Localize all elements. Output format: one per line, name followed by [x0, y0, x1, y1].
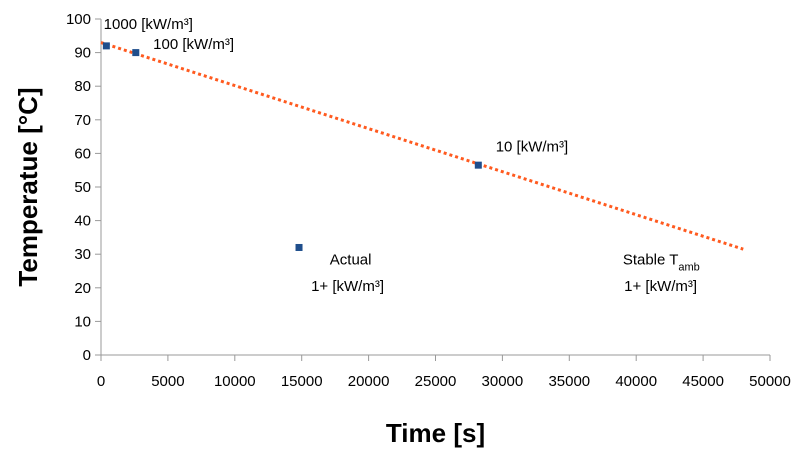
annotation-label: 1000 [kW/m³]	[104, 16, 193, 33]
y-tick-label: 100	[66, 11, 91, 28]
x-tick-label: 15000	[281, 373, 323, 390]
axes: 0 10 20 30 40 50 60 70 80 90 100 0 5000 10000 15000 200…	[66, 11, 791, 390]
data-point	[295, 243, 303, 251]
y-tick-label: 90	[74, 45, 91, 62]
trendline-line	[100, 41, 744, 251]
x-tick-label: 30000	[482, 373, 524, 390]
x-tick-label: 35000	[548, 373, 590, 390]
x-tick-label: 45000	[682, 373, 724, 390]
y-tick-label: 10	[74, 313, 91, 330]
annotation-label: 1+ [kW/m³]	[624, 278, 697, 295]
x-tick-label: 20000	[348, 373, 390, 390]
data-points	[102, 42, 482, 251]
data-point	[474, 161, 482, 169]
annotation-subscript: amb	[678, 261, 699, 273]
annotations: 1000 [kW/m³] 100 [kW/m³] 10 [kW/m³] Actual 1…	[104, 16, 700, 295]
y-tick-label: 0	[83, 347, 91, 364]
trendline	[100, 41, 744, 251]
x-tick-label: 40000	[615, 373, 657, 390]
y-tick-label: 80	[74, 78, 91, 95]
annotation-label: Actual	[330, 251, 372, 268]
x-tick-label: 10000	[214, 373, 256, 390]
y-tick-label: 30	[74, 246, 91, 263]
x-tick-label: 25000	[415, 373, 457, 390]
data-point	[132, 49, 140, 57]
x-tick-label: 5000	[151, 373, 184, 390]
annotation-label: 10 [kW/m³]	[496, 139, 569, 156]
y-tick-label: 40	[74, 213, 91, 230]
y-tick-label: 20	[74, 280, 91, 297]
annotation-label: Stable Tamb	[623, 251, 700, 273]
x-tick-label: 0	[97, 373, 105, 390]
x-tick-label: 50000	[749, 373, 791, 390]
y-tick-label: 60	[74, 145, 91, 162]
y-tick-label: 70	[74, 112, 91, 129]
annotation-label: 1+ [kW/m³]	[311, 278, 384, 295]
y-axis-title: Temperatue [°C]	[13, 87, 43, 286]
annotation-label: 100 [kW/m³]	[153, 36, 234, 53]
y-tick-label: 50	[74, 179, 91, 196]
data-point	[102, 42, 110, 50]
x-axis-title: Time [s]	[386, 418, 485, 448]
